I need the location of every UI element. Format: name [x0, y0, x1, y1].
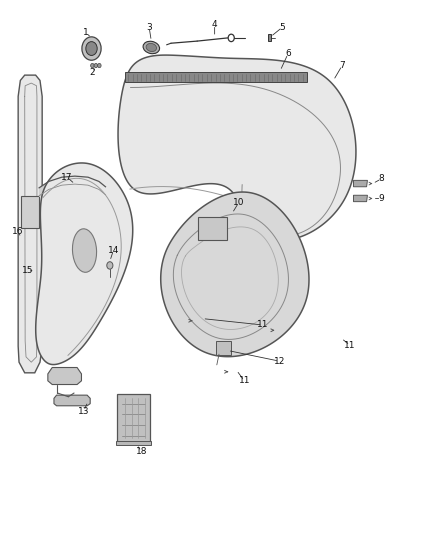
- FancyArrowPatch shape: [189, 319, 192, 322]
- Text: 11: 11: [239, 376, 250, 385]
- Text: 18: 18: [135, 447, 147, 456]
- FancyBboxPatch shape: [198, 217, 227, 240]
- Ellipse shape: [143, 41, 159, 54]
- Polygon shape: [353, 195, 367, 201]
- Polygon shape: [161, 192, 309, 357]
- Text: 4: 4: [212, 20, 217, 29]
- Text: 16: 16: [11, 228, 23, 237]
- Bar: [268, 34, 271, 41]
- Polygon shape: [48, 368, 81, 384]
- FancyBboxPatch shape: [117, 394, 150, 442]
- FancyBboxPatch shape: [21, 196, 39, 228]
- Circle shape: [91, 63, 94, 68]
- Text: 7: 7: [339, 61, 345, 70]
- Circle shape: [94, 63, 98, 68]
- Text: 13: 13: [78, 407, 89, 416]
- Ellipse shape: [146, 43, 156, 52]
- Text: 12: 12: [274, 357, 285, 366]
- Polygon shape: [54, 395, 90, 406]
- Text: 11: 11: [344, 341, 356, 350]
- Text: 11: 11: [257, 320, 268, 329]
- Text: 9: 9: [378, 194, 384, 203]
- Text: 8: 8: [378, 174, 384, 183]
- Text: 3: 3: [146, 23, 152, 32]
- Text: 1: 1: [83, 28, 89, 37]
- Circle shape: [107, 262, 113, 269]
- Ellipse shape: [72, 229, 97, 272]
- Polygon shape: [118, 55, 356, 240]
- Circle shape: [86, 42, 97, 55]
- FancyArrowPatch shape: [225, 370, 227, 373]
- Text: 5: 5: [279, 23, 285, 32]
- Text: 14: 14: [108, 246, 119, 255]
- FancyArrowPatch shape: [271, 329, 274, 332]
- FancyBboxPatch shape: [216, 342, 231, 356]
- Polygon shape: [18, 75, 42, 373]
- Polygon shape: [36, 163, 133, 365]
- Text: 17: 17: [61, 173, 73, 182]
- Text: 15: 15: [22, 266, 34, 275]
- Text: 6: 6: [285, 50, 291, 58]
- Circle shape: [82, 37, 101, 60]
- Text: 10: 10: [233, 198, 244, 207]
- Circle shape: [98, 63, 101, 68]
- Polygon shape: [353, 180, 367, 187]
- Text: 2: 2: [89, 68, 95, 77]
- FancyBboxPatch shape: [125, 72, 307, 82]
- Polygon shape: [117, 441, 151, 445]
